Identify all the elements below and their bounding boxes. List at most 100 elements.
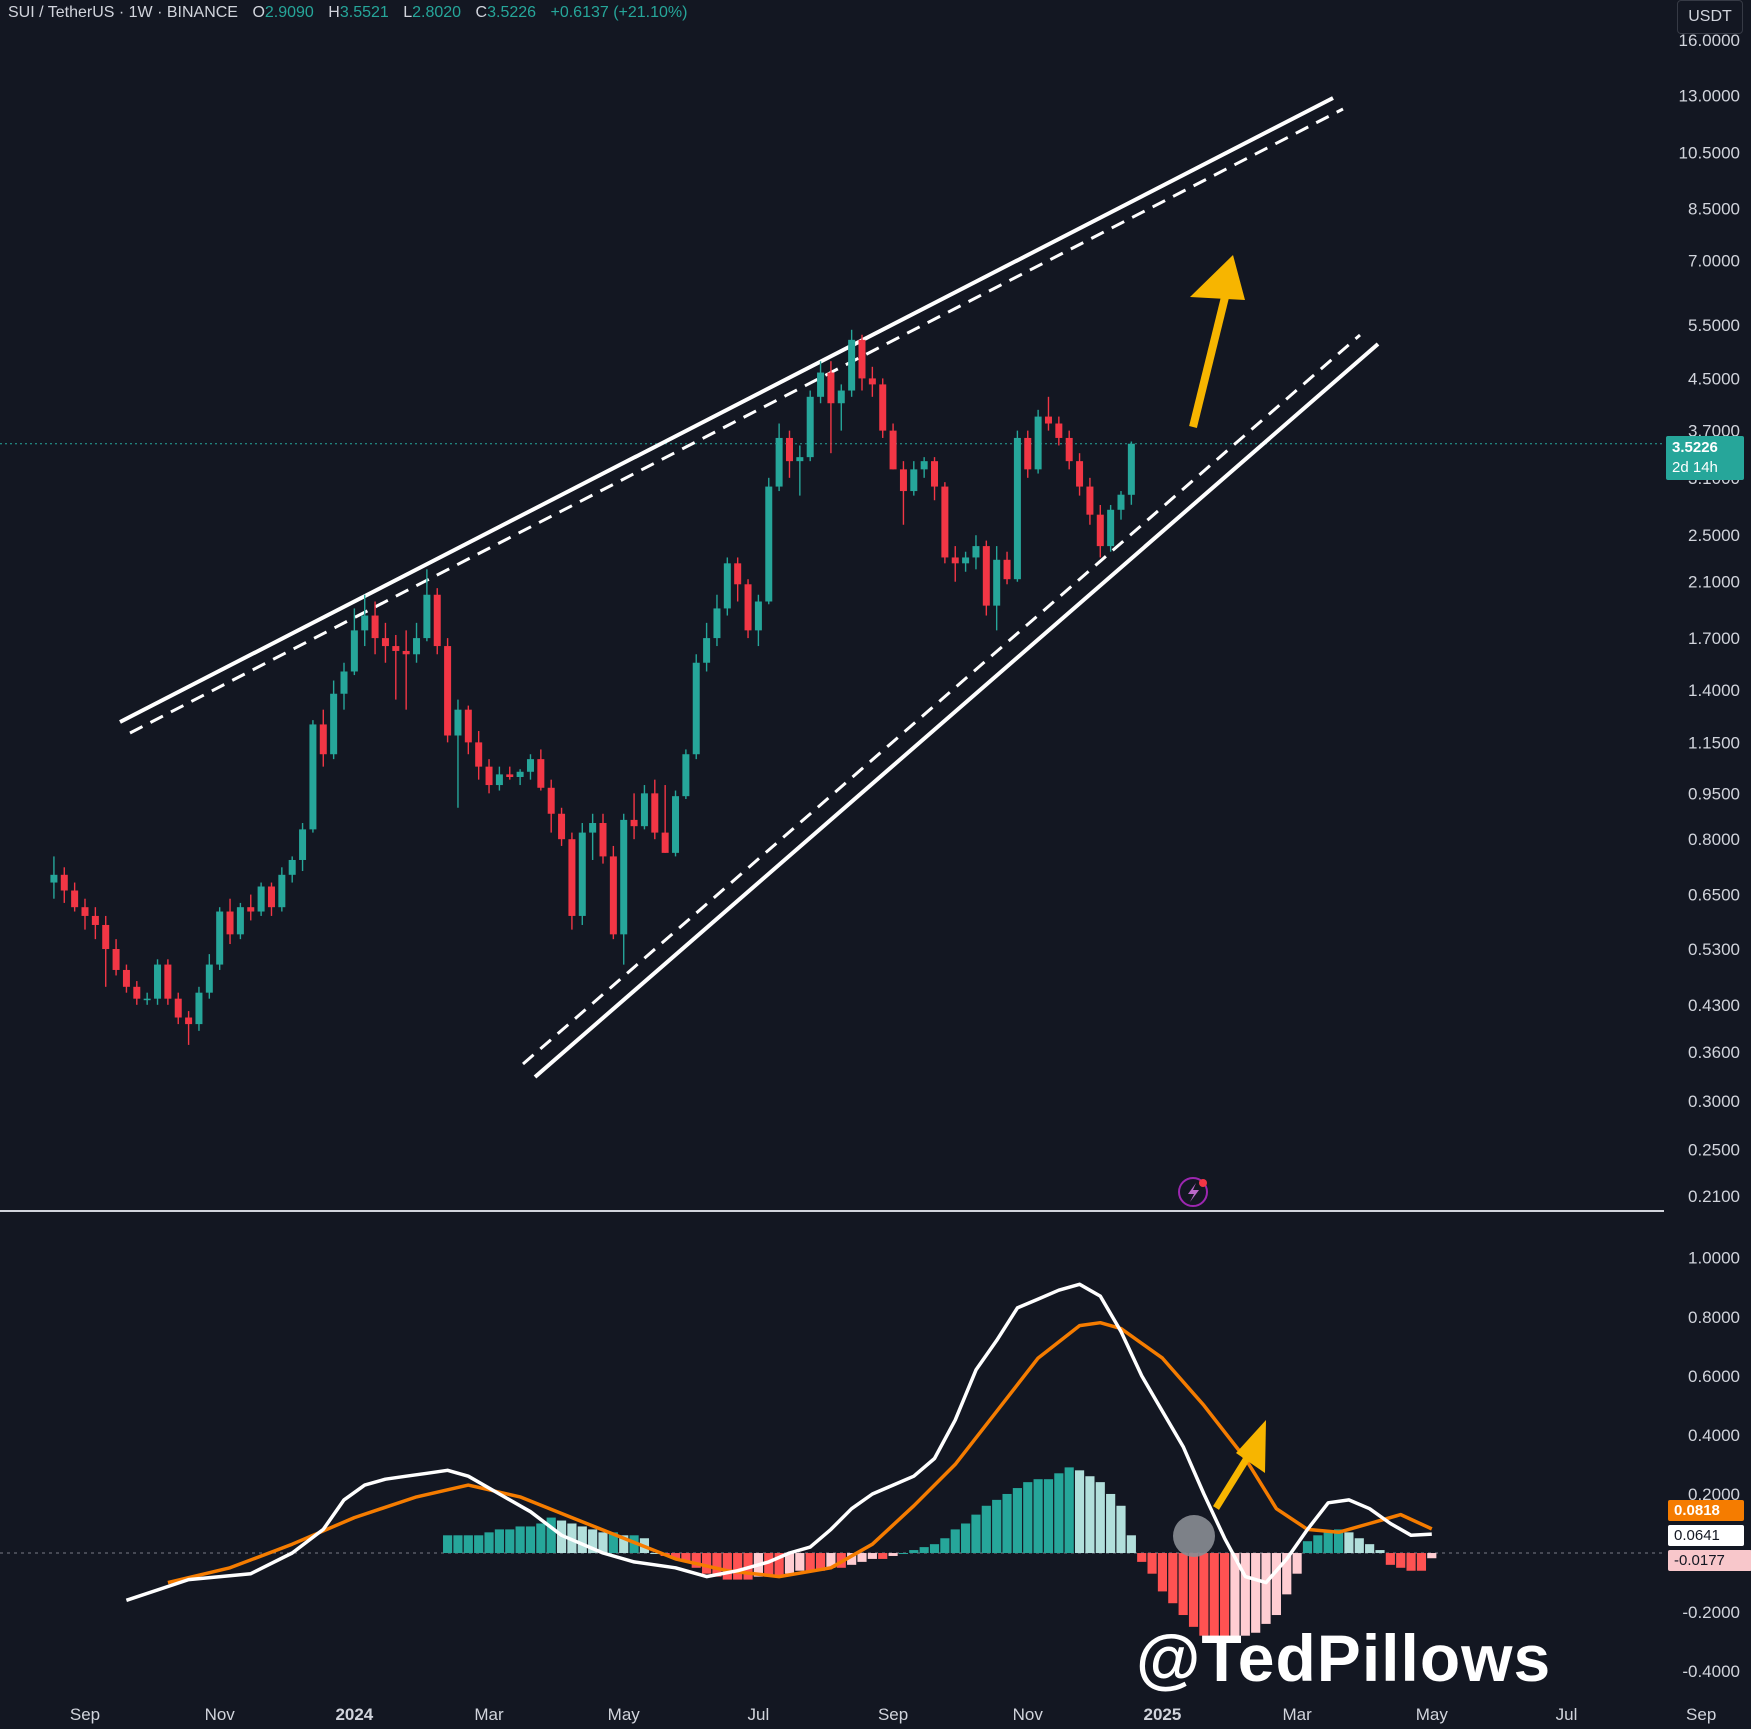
macd-histogram-bar: [1313, 1535, 1323, 1554]
candle-body: [278, 874, 286, 908]
macd-histogram-bar: [950, 1529, 960, 1554]
candle-body: [713, 608, 721, 639]
macd-histogram-bar: [515, 1526, 525, 1554]
macd-histogram-bar: [1168, 1553, 1178, 1604]
candle-body: [754, 601, 762, 631]
candle-body: [164, 964, 172, 999]
symbol-name[interactable]: SUI / TetherUS · 1W · BINANCE: [8, 4, 238, 21]
candle-body: [899, 469, 907, 492]
candle-body: [941, 486, 949, 558]
macd-histogram-bar: [588, 1529, 598, 1554]
candle-body: [806, 396, 814, 458]
candle-body: [247, 907, 255, 912]
macd-tick-label: 0.6000: [1688, 1367, 1740, 1386]
candle-body: [692, 662, 700, 755]
candle-body: [1127, 443, 1135, 495]
macd-histogram-bar: [1230, 1553, 1240, 1639]
candle-body: [993, 559, 1001, 606]
candle-body: [454, 709, 462, 736]
candle-body: [154, 964, 162, 999]
time-tick-label: Nov: [205, 1705, 236, 1724]
macd-histogram-bar: [1116, 1505, 1126, 1554]
macd-histogram-bar: [1344, 1532, 1354, 1554]
candle-body: [174, 998, 182, 1018]
macd-histogram-bar: [474, 1535, 484, 1554]
time-tick-label: Jul: [1556, 1705, 1578, 1724]
candle-body: [1024, 437, 1032, 470]
macd-tag: 0.0641: [1668, 1525, 1744, 1546]
macd-histogram-bar: [505, 1529, 515, 1554]
macd-histogram-bar: [577, 1526, 587, 1554]
macd-histogram-bar: [619, 1535, 629, 1554]
price-arrow-head: [1190, 255, 1245, 300]
macd-histogram-bar: [919, 1547, 929, 1554]
time-tick-label: Nov: [1013, 1705, 1044, 1724]
macd-histogram-bar: [1396, 1553, 1406, 1568]
macd-histogram-bar: [1095, 1482, 1105, 1554]
macd-histogram-bar: [1126, 1535, 1136, 1554]
open-value: 2.9090: [264, 4, 314, 21]
hist-tag: -0.0177: [1668, 1550, 1751, 1571]
candle-body: [102, 924, 110, 950]
candle-body: [848, 339, 856, 391]
price-tick-label: 0.3600: [1688, 1043, 1740, 1062]
macd-histogram-bar: [1054, 1473, 1064, 1554]
candle-body: [982, 546, 990, 606]
candle-body: [868, 378, 876, 385]
macd-histogram-bar: [691, 1553, 701, 1568]
macd-histogram-bar: [1302, 1541, 1313, 1554]
macd-histogram-bar: [805, 1553, 815, 1571]
candle-body: [257, 886, 265, 912]
macd-tick-label: 1.0000: [1688, 1249, 1740, 1268]
macd-histogram-bar: [1002, 1493, 1012, 1554]
macd-histogram-bar: [463, 1535, 473, 1554]
candle-body: [236, 907, 244, 935]
macd-histogram-bar: [1209, 1553, 1219, 1642]
macd-histogram-bar: [1333, 1529, 1344, 1554]
candle-body: [931, 461, 939, 487]
candle-body: [350, 630, 358, 672]
macd-histogram-bar: [598, 1532, 608, 1554]
time-tick-label: Jul: [748, 1705, 770, 1724]
price-tick-label: 0.9500: [1688, 784, 1740, 803]
candle-body: [319, 724, 327, 755]
candle-body: [609, 856, 617, 935]
candle-body: [495, 774, 503, 786]
candle-body: [672, 796, 680, 853]
candle-body: [1086, 486, 1094, 515]
candle-body: [112, 949, 120, 970]
macd-histogram-bar: [1106, 1493, 1116, 1554]
macd-histogram-bar: [971, 1514, 981, 1554]
macd-histogram-bar: [1271, 1553, 1281, 1616]
macd-histogram-bar: [1012, 1488, 1022, 1554]
price-tick-label: 0.6500: [1688, 886, 1740, 905]
macd-histogram-bar: [1157, 1553, 1168, 1592]
candle-body: [50, 874, 58, 883]
candle-body: [475, 742, 483, 767]
candle-body: [81, 907, 89, 916]
candle-body: [817, 372, 825, 397]
currency-button[interactable]: USDT: [1677, 0, 1743, 34]
macd-histogram-bar: [670, 1553, 681, 1559]
price-tag-value: 3.5226: [1672, 439, 1718, 456]
candle-body: [744, 584, 752, 631]
macd-histogram-bar: [1074, 1470, 1085, 1554]
candle-body: [889, 430, 897, 470]
candle-body: [143, 998, 151, 1001]
candle-body: [879, 384, 887, 431]
candle-body: [526, 759, 534, 772]
macd-arrow-head: [1236, 1420, 1266, 1473]
macd-histogram-bar: [961, 1523, 971, 1554]
macd-histogram-bar: [1261, 1553, 1271, 1624]
macd-histogram-bar: [898, 1553, 909, 1555]
macd-histogram-bar: [867, 1553, 877, 1559]
candle-body: [920, 461, 928, 470]
candle-body: [516, 771, 524, 778]
candle-body: [827, 372, 835, 404]
macd-histogram-bar: [525, 1526, 536, 1554]
macd-histogram-bar: [1064, 1467, 1074, 1554]
macd-histogram-bar: [733, 1553, 743, 1580]
candle-body: [381, 638, 389, 647]
macd-histogram-bar: [681, 1553, 691, 1562]
